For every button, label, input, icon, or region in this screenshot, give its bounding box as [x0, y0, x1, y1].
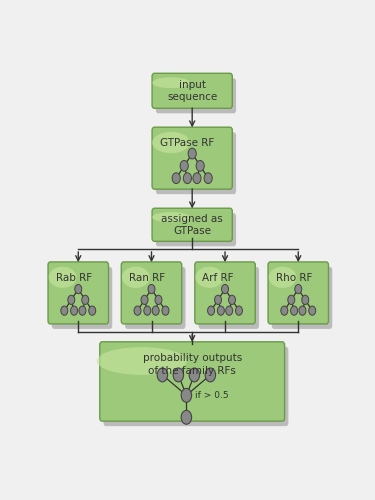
Circle shape: [299, 306, 306, 316]
FancyBboxPatch shape: [199, 267, 259, 329]
FancyBboxPatch shape: [156, 78, 236, 114]
FancyBboxPatch shape: [48, 262, 108, 324]
Circle shape: [181, 410, 192, 424]
Ellipse shape: [49, 266, 76, 288]
Text: if > 0.5: if > 0.5: [195, 391, 228, 400]
FancyBboxPatch shape: [152, 127, 232, 189]
Text: GTPase RF: GTPase RF: [160, 138, 214, 148]
Circle shape: [214, 295, 222, 304]
FancyBboxPatch shape: [272, 267, 332, 329]
FancyBboxPatch shape: [195, 262, 255, 324]
Text: probability outputs
of the family RFs: probability outputs of the family RFs: [142, 354, 242, 376]
Circle shape: [222, 284, 228, 294]
Text: Arf RF: Arf RF: [202, 272, 234, 282]
Circle shape: [155, 295, 162, 304]
FancyBboxPatch shape: [100, 342, 285, 421]
Ellipse shape: [195, 266, 223, 288]
FancyBboxPatch shape: [104, 347, 288, 426]
Text: Rho RF: Rho RF: [276, 272, 312, 282]
Circle shape: [152, 306, 159, 316]
FancyBboxPatch shape: [156, 213, 236, 246]
Text: input
sequence: input sequence: [167, 80, 217, 102]
Ellipse shape: [152, 212, 190, 222]
Circle shape: [79, 306, 86, 316]
Circle shape: [189, 368, 200, 382]
Ellipse shape: [152, 77, 190, 88]
Circle shape: [157, 368, 168, 382]
Ellipse shape: [122, 266, 150, 288]
Circle shape: [205, 368, 216, 382]
Circle shape: [162, 306, 169, 316]
Circle shape: [173, 368, 184, 382]
Circle shape: [217, 306, 224, 316]
Text: Rab RF: Rab RF: [56, 272, 92, 282]
Circle shape: [188, 148, 196, 159]
Circle shape: [228, 295, 236, 304]
Circle shape: [302, 295, 309, 304]
FancyBboxPatch shape: [125, 267, 186, 329]
Circle shape: [89, 306, 96, 316]
FancyBboxPatch shape: [268, 262, 328, 324]
Ellipse shape: [97, 347, 187, 375]
Ellipse shape: [269, 266, 297, 288]
Circle shape: [68, 295, 75, 304]
Circle shape: [181, 388, 192, 402]
Circle shape: [75, 284, 82, 294]
Text: assigned as
GTPase: assigned as GTPase: [161, 214, 223, 236]
Circle shape: [309, 306, 316, 316]
Circle shape: [61, 306, 68, 316]
Circle shape: [183, 173, 192, 184]
Circle shape: [291, 306, 298, 316]
FancyBboxPatch shape: [156, 132, 236, 194]
FancyBboxPatch shape: [152, 208, 232, 242]
Ellipse shape: [152, 132, 190, 153]
Circle shape: [208, 306, 214, 316]
Circle shape: [196, 160, 204, 172]
Text: Ran RF: Ran RF: [129, 272, 165, 282]
FancyBboxPatch shape: [52, 267, 112, 329]
Circle shape: [204, 173, 212, 184]
Circle shape: [144, 306, 151, 316]
FancyBboxPatch shape: [121, 262, 182, 324]
Circle shape: [193, 173, 201, 184]
Circle shape: [172, 173, 180, 184]
Circle shape: [288, 295, 295, 304]
Circle shape: [236, 306, 243, 316]
Circle shape: [281, 306, 288, 316]
Circle shape: [226, 306, 233, 316]
Circle shape: [134, 306, 141, 316]
Circle shape: [180, 160, 188, 172]
Circle shape: [148, 284, 155, 294]
Circle shape: [141, 295, 148, 304]
Circle shape: [295, 284, 302, 294]
FancyBboxPatch shape: [152, 74, 232, 108]
Circle shape: [82, 295, 89, 304]
Circle shape: [70, 306, 78, 316]
